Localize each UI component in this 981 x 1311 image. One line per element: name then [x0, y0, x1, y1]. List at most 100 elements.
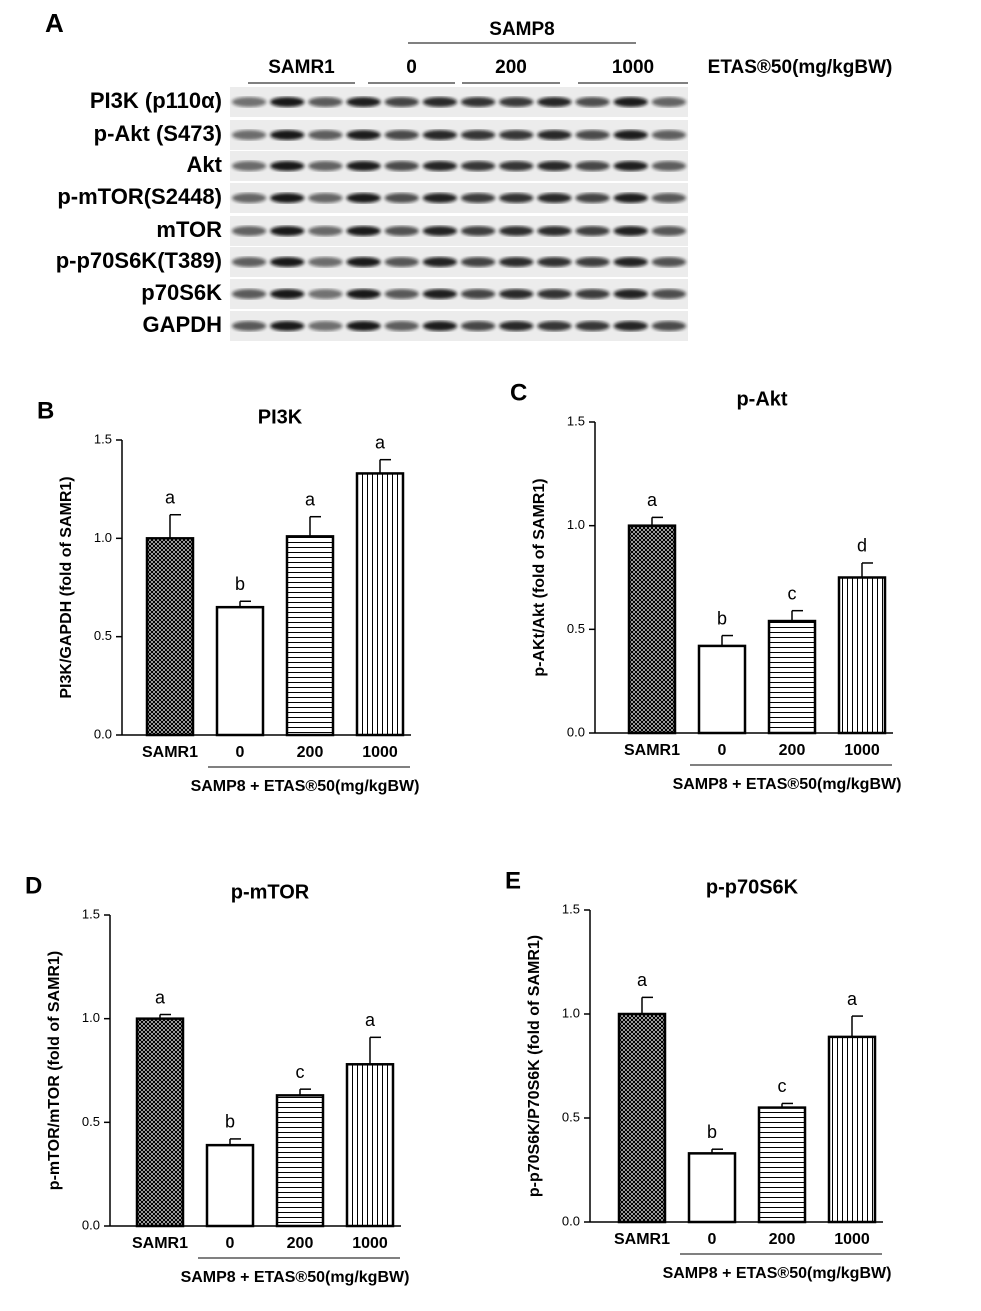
y-tick-label: 1.5 — [567, 413, 585, 428]
blot-band — [537, 161, 572, 171]
blot-band — [537, 193, 572, 203]
blot-band — [460, 161, 496, 171]
bar — [355, 472, 405, 737]
blot-strip — [230, 216, 688, 246]
y-tick-label: 0.0 — [82, 1217, 100, 1232]
blot-band — [308, 289, 343, 299]
blot-band — [460, 321, 496, 331]
blot-band — [270, 226, 305, 236]
blot-band — [460, 257, 496, 267]
blot-band — [346, 193, 381, 203]
panel-label: A — [45, 8, 64, 38]
bar — [837, 576, 887, 735]
y-tick-label: 1.5 — [562, 901, 580, 916]
blot-band — [384, 193, 419, 203]
blot-row-label: p70S6K — [141, 280, 222, 305]
blot-band — [231, 321, 267, 331]
y-tick-label: 0.5 — [562, 1109, 580, 1124]
blot-band — [499, 226, 534, 236]
x-tick-label: 200 — [769, 1231, 796, 1248]
y-tick-label: 0.0 — [562, 1213, 580, 1228]
x-tick-label: 1000 — [362, 744, 398, 761]
blot-strip — [230, 183, 688, 213]
blot-band — [231, 289, 267, 299]
y-tick-label: 1.0 — [562, 1005, 580, 1020]
bar — [275, 1094, 325, 1228]
x-tick-label: 1000 — [352, 1235, 388, 1252]
y-tick-label: 0.5 — [94, 628, 112, 643]
x-tick-label: 1000 — [844, 742, 880, 759]
blot-band — [384, 289, 419, 299]
bar — [697, 644, 747, 735]
bar — [285, 535, 335, 737]
blot-row-label: p-mTOR(S2448) — [57, 184, 222, 209]
significance-letter: a — [647, 490, 658, 510]
blot-band — [575, 97, 610, 107]
x-tick-label: 0 — [718, 742, 727, 759]
y-tick-label: 1.5 — [82, 906, 100, 921]
group-label: SAMP8 + ETAS®50(mg/kgBW) — [673, 776, 902, 793]
blot-band — [537, 289, 572, 299]
chart-title: p-Akt — [736, 388, 787, 410]
blot-band — [537, 321, 572, 331]
bar — [145, 537, 195, 737]
blot-band — [308, 97, 343, 107]
x-tick-label: SAMR1 — [624, 742, 680, 759]
bar — [345, 1063, 395, 1228]
blot-band — [613, 257, 648, 267]
blot-band — [537, 97, 572, 107]
x-tick-label: 200 — [779, 742, 806, 759]
blot-band — [422, 257, 458, 267]
blot-band — [346, 161, 381, 171]
blot-band — [613, 226, 648, 236]
blot-row-label: PI3K (p110α) — [90, 88, 222, 113]
blot-band — [231, 226, 267, 236]
blot-band — [384, 321, 419, 331]
y-tick-label: 1.0 — [82, 1010, 100, 1025]
group-label: SAMP8 — [489, 19, 554, 40]
bar — [135, 1017, 185, 1228]
blot-band — [499, 193, 534, 203]
bar — [215, 605, 265, 737]
blot-band — [613, 97, 648, 107]
panel-label: D — [25, 872, 42, 899]
y-tick-label: 0.5 — [82, 1114, 100, 1129]
blot-band — [346, 289, 381, 299]
bar — [617, 1012, 667, 1224]
blot-band — [308, 257, 343, 267]
blot-band — [231, 130, 267, 140]
x-tick-label: 0 — [708, 1231, 717, 1248]
y-axis-label: PI3K/GAPDH (fold of SAMR1) — [58, 476, 75, 698]
blot-band — [499, 130, 534, 140]
blot-band — [575, 321, 610, 331]
blot-band — [651, 97, 687, 107]
significance-letter: a — [165, 487, 176, 507]
blot-band — [575, 130, 610, 140]
blot-band — [575, 289, 610, 299]
y-axis-label: p-mTOR/mTOR (fold of SAMR1) — [46, 951, 63, 1190]
blot-band — [651, 226, 687, 236]
blot-row-label: Akt — [187, 152, 223, 177]
group-label: SAMP8 + ETAS®50(mg/kgBW) — [181, 1269, 410, 1286]
blot-row-label: p-Akt (S473) — [94, 121, 222, 146]
x-tick-label: 200 — [297, 744, 324, 761]
panel-label: B — [37, 397, 54, 424]
blot-band — [499, 257, 534, 267]
blot-band — [499, 161, 534, 171]
bar — [205, 1143, 255, 1228]
group-label: SAMP8 + ETAS®50(mg/kgBW) — [191, 778, 420, 795]
bar — [757, 1106, 807, 1224]
significance-letter: c — [296, 1062, 305, 1082]
lane-label: 200 — [495, 57, 527, 78]
y-tick-label: 0.0 — [94, 726, 112, 741]
blot-strip — [230, 120, 688, 150]
blot-band — [537, 257, 572, 267]
bar — [767, 619, 817, 735]
blot-band — [460, 289, 496, 299]
blot-band — [422, 289, 458, 299]
x-tick-label: 0 — [226, 1235, 235, 1252]
group-label: SAMP8 + ETAS®50(mg/kgBW) — [663, 1265, 892, 1282]
blot-band — [422, 97, 458, 107]
